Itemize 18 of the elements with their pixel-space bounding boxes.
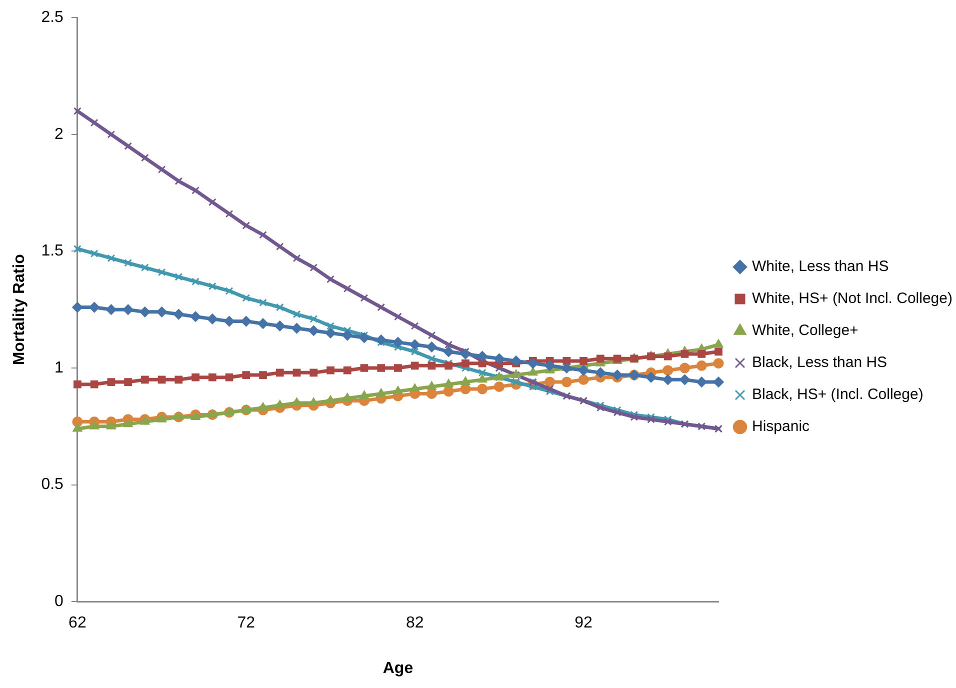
x-tick-label: 62 (68, 614, 86, 632)
legend-label: White, College+ (752, 322, 859, 340)
x-tick-label: 72 (237, 614, 256, 632)
x-tick-label: 92 (574, 614, 593, 632)
y-tick-label: 2 (54, 126, 64, 143)
y-tick-label: 0.5 (41, 476, 64, 494)
y-axis-title: Mortality Ratio (11, 254, 28, 366)
y-tick-label: 2.5 (41, 9, 64, 26)
y-tick-label: 1.5 (41, 242, 64, 260)
x-axis-title: Age (382, 660, 414, 677)
legend-label: White, HS+ (Not Incl. College) (752, 290, 952, 308)
legend-label: Black, Less than HS (752, 354, 888, 372)
x-tick-label: 82 (406, 614, 424, 632)
legend-label: Hispanic (752, 418, 810, 436)
y-tick-label: 1 (54, 359, 64, 376)
y-tick-label: 0 (54, 593, 64, 610)
legend-label: White, Less than HS (752, 258, 889, 276)
legend-label: Black, HS+ (Incl. College) (752, 386, 924, 404)
